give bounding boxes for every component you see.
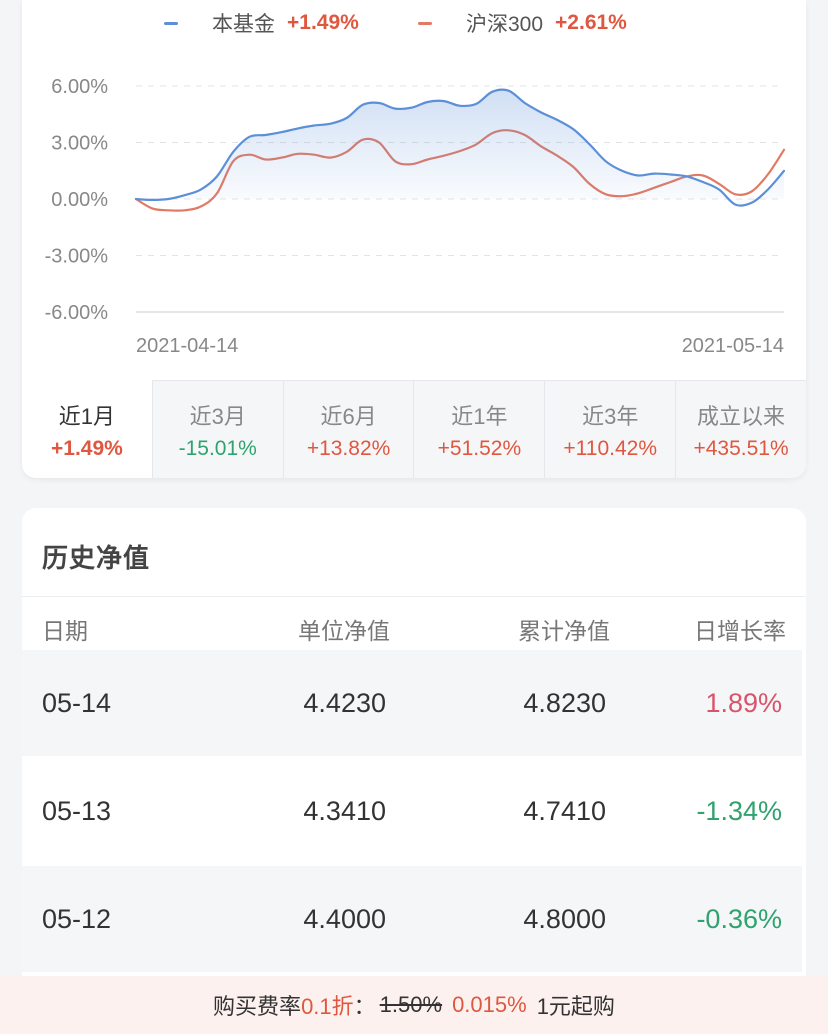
fee-colon: ： <box>353 994 376 1019</box>
history-title: 历史净值 <box>42 543 151 573</box>
tab-label: 近6月 <box>320 403 377 429</box>
row-unit-nav: 4.4230 <box>303 688 386 718</box>
tab-return: +435.51% <box>693 436 789 460</box>
tab-since-inception[interactable]: 成立以来 +435.51% <box>675 380 806 478</box>
history-table-header: 日期 单位净值 累计净值 日增长率 <box>22 612 806 646</box>
y-tick-label: 3.00% <box>51 133 108 155</box>
tab-label: 近1年 <box>451 403 508 429</box>
row-date: 05-12 <box>42 904 112 934</box>
header-acc-nav: 累计净值 <box>518 618 610 644</box>
tab-label: 近3年 <box>582 403 639 429</box>
tab-label: 近3月 <box>189 403 246 429</box>
header-unit-nav: 单位净值 <box>298 618 390 644</box>
legend-index-name: 沪深300 <box>466 13 544 36</box>
tab-label: 成立以来 <box>697 403 786 429</box>
chart-legend: 本基金 +1.49% 沪深300 +2.61% <box>22 8 806 38</box>
y-tick-label: 0.00% <box>51 189 108 211</box>
divider <box>22 596 806 597</box>
fee-discount: 0.1折 <box>301 994 354 1019</box>
fee-prefix: 购买费率 <box>213 994 302 1019</box>
table-row[interactable]: 05-13 4.3410 4.7410 -1.34% <box>22 758 802 864</box>
row-acc-nav: 4.7410 <box>523 796 606 826</box>
header-date: 日期 <box>42 618 88 644</box>
purchase-fee-banner[interactable]: 购买费率 0.1折 ： 1.50% 0.015% 1元起购 <box>0 976 828 1034</box>
legend-fund-name: 本基金 <box>212 13 275 36</box>
legend-dash-icon <box>418 21 432 25</box>
row-acc-nav: 4.8230 <box>523 688 606 718</box>
fee-original-rate: 1.50% <box>379 992 443 1017</box>
tab-1-year[interactable]: 近1年 +51.52% <box>413 380 545 478</box>
tab-return: +13.82% <box>306 436 391 460</box>
history-nav-card: 历史净值 日期 单位净值 累计净值 日增长率 05-14 4.4230 4.82… <box>22 508 806 1034</box>
fund-series-line <box>134 88 786 207</box>
table-row[interactable]: 05-14 4.4230 4.8230 1.89% <box>22 650 802 756</box>
row-unit-nav: 4.4000 <box>303 904 386 934</box>
row-acc-nav: 4.8000 <box>523 904 606 934</box>
tab-label: 近1月 <box>58 403 116 429</box>
legend-index-value: +2.61% <box>555 11 627 34</box>
row-daily-rate: -0.36% <box>696 904 782 934</box>
y-tick-label: -6.00% <box>45 302 109 324</box>
tab-6-months[interactable]: 近6月 +13.82% <box>282 380 414 478</box>
tab-3-years[interactable]: 近3年 +110.42% <box>544 380 676 478</box>
tab-return: +51.52% <box>437 436 522 460</box>
tab-3-months[interactable]: 近3月 -15.01% <box>151 380 283 478</box>
period-tabs: 近1月 +1.49% 近3月 -15.01% 近6月 +13.82% 近1年 +… <box>22 380 806 478</box>
tab-return: +110.42% <box>563 436 658 460</box>
fee-new-rate: 0.015% <box>452 992 527 1017</box>
tab-1-month[interactable]: 近1月 +1.49% <box>22 380 152 478</box>
row-date: 05-13 <box>42 796 112 826</box>
performance-chart: 6.00% 3.00% 0.00% -3.00% -6.00% 2021-04-14 202… <box>45 76 786 357</box>
legend-dash-icon <box>164 21 178 25</box>
row-date: 05-14 <box>42 688 112 718</box>
x-tick-label: 2021-05-14 <box>682 335 784 357</box>
tab-return: -15.01% <box>178 436 257 460</box>
row-daily-rate: -1.34% <box>696 796 782 826</box>
legend-fund-value: +1.49% <box>287 11 359 34</box>
row-unit-nav: 4.3410 <box>303 796 386 826</box>
fund-area-fill <box>136 89 784 206</box>
row-daily-rate: 1.89% <box>705 688 782 718</box>
x-tick-label: 2021-04-14 <box>136 335 238 357</box>
y-tick-label: 6.00% <box>51 76 108 98</box>
tab-return: +1.49% <box>51 436 123 460</box>
y-tick-label: -3.00% <box>45 246 109 268</box>
legend-item-index: 沪深300 +2.61% <box>418 8 627 38</box>
performance-card: 6.00% 3.00% 0.00% -3.00% -6.00% 2021-04-14 202… <box>22 0 806 478</box>
header-daily-rate: 日增长率 <box>694 618 786 644</box>
fee-minimum: 1元起购 <box>536 994 615 1019</box>
legend-item-fund: 本基金 +1.49% <box>164 8 359 38</box>
table-row[interactable]: 05-12 4.4000 4.8000 -0.36% <box>22 866 802 972</box>
